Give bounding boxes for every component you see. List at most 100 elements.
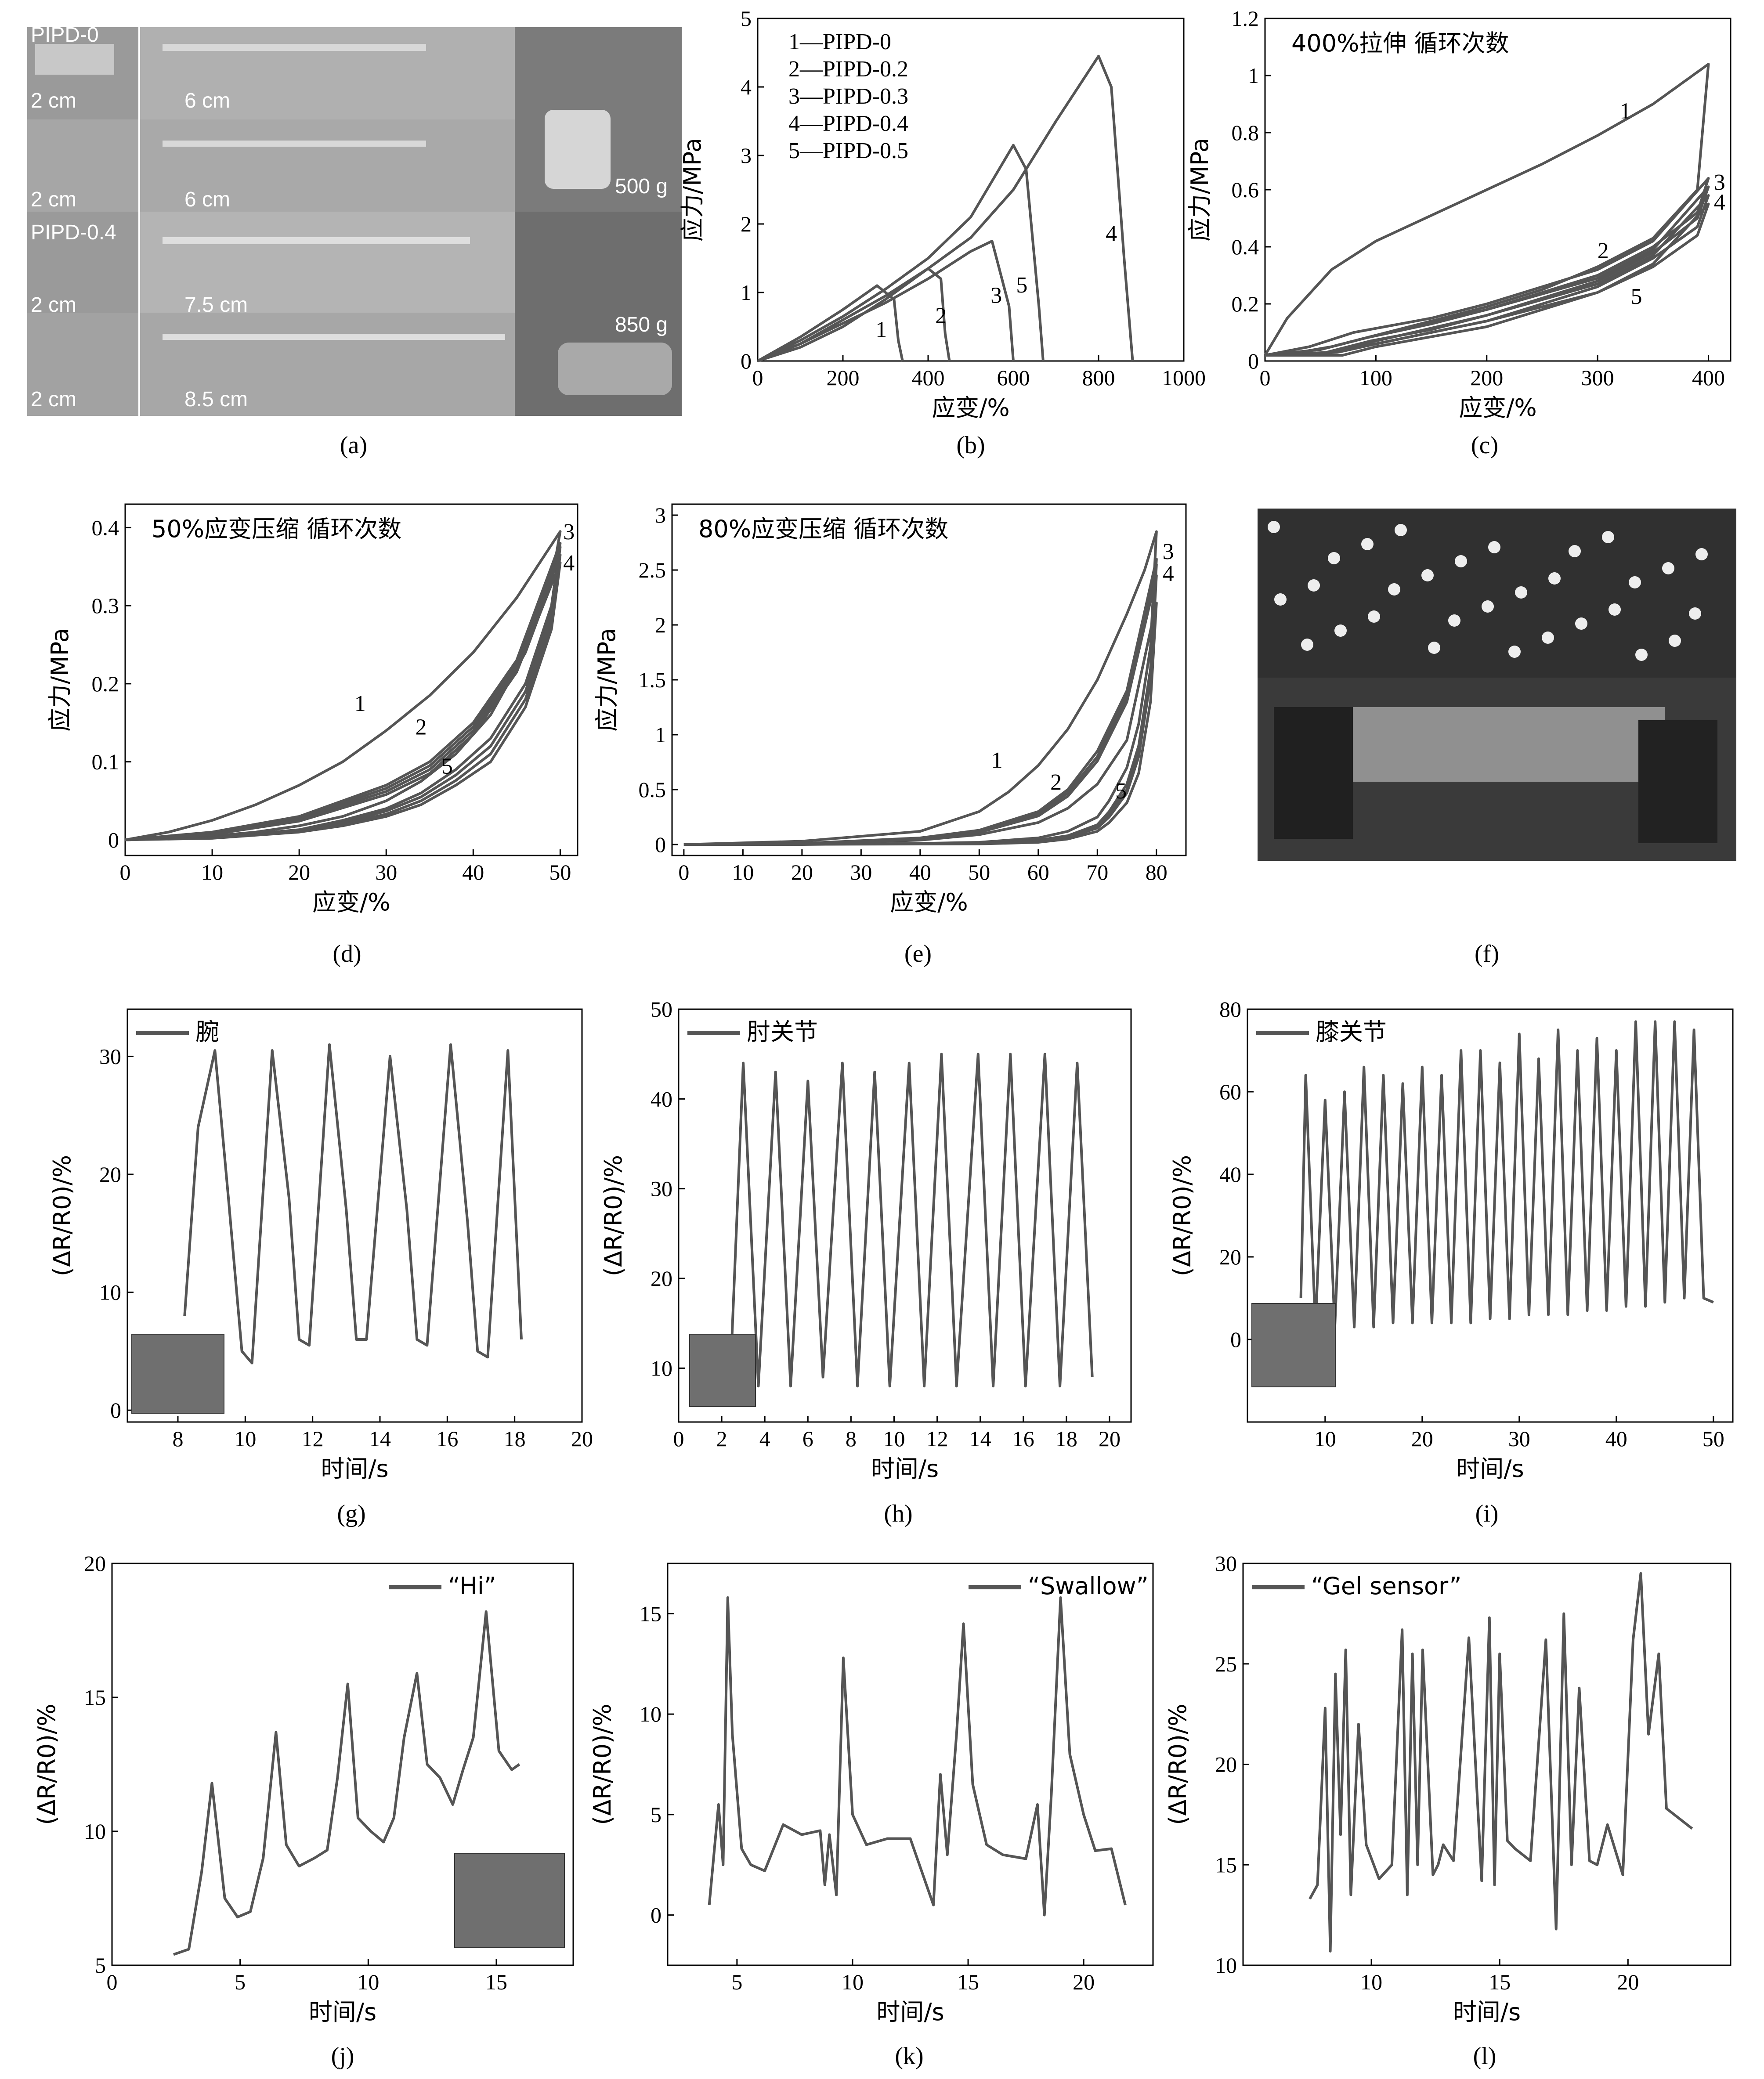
y-tick-label: 3	[655, 503, 666, 527]
y-axis-label: (ΔR/R0)/%	[589, 1704, 616, 1825]
x-tick-label: 50	[968, 860, 990, 884]
y-tick-label: 0.6	[1232, 177, 1259, 202]
x-tick-label: 40	[1605, 1426, 1627, 1451]
y-axis-label: (ΔR/R0)/%	[1164, 1704, 1192, 1825]
chart-c: 0 100 200 300 400 0 0.2 0.4 0.6 0.8 1 1.2 应变/% 应力/MPa…	[1186, 6, 1731, 459]
chart-title: 50%应变压缩 循环次数	[152, 515, 401, 543]
x-tick-label: 18	[504, 1426, 526, 1451]
x-tick-label: 40	[462, 860, 484, 884]
plot-frame	[1264, 18, 1731, 362]
y-tick-label: 80	[1219, 997, 1241, 1021]
x-tick-label: 1000	[1162, 365, 1206, 390]
light-spot	[1602, 531, 1614, 543]
x-axis-label: 时间/s	[876, 1998, 944, 2026]
curve-label: 5	[1630, 284, 1642, 309]
y-tick-label: 1	[741, 280, 752, 305]
y-tick-label: 2.5	[639, 558, 666, 582]
plot-frame	[124, 503, 578, 856]
legend-label: 肘关节	[747, 1018, 818, 1046]
light-spot	[1629, 576, 1641, 588]
series-line	[683, 563, 1158, 846]
legend-label: 1—PIPD-0	[788, 29, 891, 54]
photo-label: 850 g	[615, 313, 668, 336]
light-spot	[1308, 579, 1320, 592]
chart-title: 80%应变压缩 循环次数	[698, 515, 948, 543]
series-line	[183, 1043, 523, 1364]
legend-label: 3—PIPD-0.3	[788, 84, 908, 109]
light-spot	[1368, 610, 1380, 623]
chart-e: 0 10 20 30 40 50 60 70 80 0 0.5 1 1.5 2 2.5 3 应变/% 应力/MPa…	[593, 503, 1187, 967]
y-tick-label: 5	[95, 1953, 106, 1978]
x-tick-label: 4	[759, 1426, 770, 1451]
plot-frame	[111, 1563, 574, 1966]
x-tick-label: 12	[926, 1426, 948, 1451]
x-tick-label: 600	[997, 365, 1030, 390]
curve-label: 2	[935, 303, 947, 328]
light-spot	[1388, 583, 1400, 596]
photo-label: PIPD-0	[31, 23, 99, 47]
light-spot	[1689, 607, 1701, 620]
y-tick-label: 25	[1215, 1652, 1237, 1676]
light-spot	[1662, 562, 1674, 574]
y-tick-label: 60	[1219, 1079, 1241, 1104]
legend-label: 膝关节	[1316, 1018, 1387, 1046]
y-tick-label: 1.5	[639, 668, 666, 692]
x-tick-label: 60	[1027, 860, 1049, 884]
x-tick-label: 20	[1099, 1426, 1121, 1451]
photo-label: 2 cm	[31, 89, 76, 112]
x-tick-label: 12	[302, 1426, 324, 1451]
plot-frame	[667, 1563, 1154, 1966]
y-tick-label: 40	[1219, 1162, 1241, 1187]
legend-label: “Swallow”	[1028, 1572, 1149, 1600]
photo-label: 8.5 cm	[184, 388, 248, 411]
photo-label: 6 cm	[184, 89, 230, 112]
light-spot	[1268, 521, 1280, 533]
series-line	[757, 284, 904, 362]
photo-label: 2 cm	[31, 188, 76, 211]
curve-label: 5	[1016, 273, 1027, 298]
y-tick-label: 4	[741, 75, 752, 99]
x-tick-label: 16	[436, 1426, 458, 1451]
x-tick-label: 30	[375, 860, 397, 884]
y-tick-label: 10	[1215, 1953, 1237, 1978]
inset-photo	[131, 1334, 224, 1414]
curve-label: 3	[1163, 539, 1174, 564]
x-axis-label: 时间/s	[309, 1998, 376, 2026]
y-tick-label: 0.1	[92, 750, 119, 774]
curve-label: 5	[1115, 779, 1127, 804]
light-spot	[1334, 624, 1347, 637]
y-tick-label: 2	[655, 613, 666, 637]
x-axis-label: 应变/%	[312, 888, 390, 916]
light-spot	[1328, 552, 1340, 564]
inset-photo	[1251, 1303, 1336, 1387]
chart-h: 0 2 4 6 8 10 12 14 16 18 20 10 20 30 40 50 时间/s (ΔR/R0)/%…	[600, 997, 1132, 1527]
photo-label: 6 cm	[184, 188, 230, 211]
x-tick-label: 0	[678, 860, 689, 884]
chart-g: 8 10 12 14 16 18 20 0 10 20 30 时间/s (ΔR/R0)/% 腕 (g)	[48, 1008, 593, 1527]
x-tick-label: 2	[716, 1426, 727, 1451]
y-tick-label: 0.3	[92, 593, 119, 618]
curve-label: 4	[1163, 561, 1174, 586]
light-spot	[1542, 632, 1554, 644]
light-spot	[1448, 614, 1460, 627]
x-tick-label: 6	[802, 1426, 813, 1451]
series-line	[683, 602, 1158, 846]
y-tick-label: 0.5	[639, 777, 666, 802]
x-axis-label: 时间/s	[1453, 1998, 1521, 2026]
x-tick-label: 20	[288, 860, 310, 884]
legend-label: 腕	[195, 1018, 219, 1046]
plot-frame	[1242, 1563, 1731, 1966]
light-spot	[1428, 642, 1440, 654]
panel-a-photos: PIPD-0 2 cm 6 cm 2 cm 6 cm 500 g PIPD-0.4 2 cm 7…	[27, 23, 682, 416]
x-tick-label: 50	[1703, 1426, 1724, 1451]
y-tick-label: 0	[108, 827, 119, 852]
light-spot	[1609, 603, 1621, 616]
x-tick-label: 200	[827, 365, 860, 390]
light-spot	[1515, 586, 1527, 599]
x-tick-label: 20	[571, 1426, 593, 1451]
x-tick-label: 15	[957, 1970, 979, 1994]
x-tick-label: 10	[1314, 1426, 1336, 1451]
y-tick-label: 1.2	[1232, 6, 1259, 31]
panel-caption: (j)	[331, 2043, 354, 2070]
x-tick-label: 5	[731, 1970, 742, 1994]
